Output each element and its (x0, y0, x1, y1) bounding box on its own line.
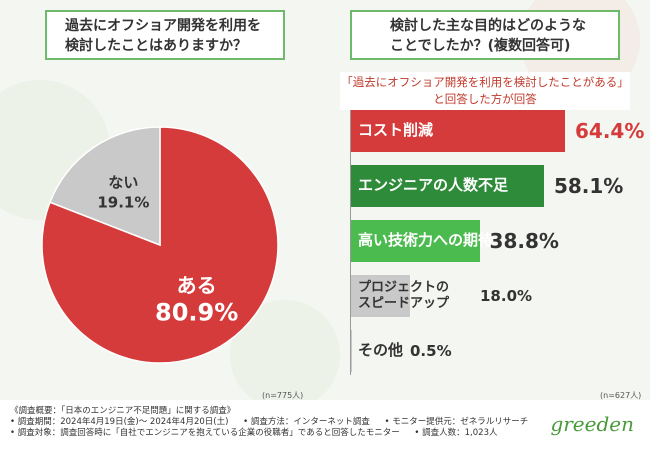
bar (350, 165, 544, 207)
right-question-line: 検討した主な目的はどのような (390, 18, 586, 34)
footer-row: • 調査期間：2024年4月19日(金)～ 2024年4月20日(土) • 調査… (10, 417, 650, 428)
footer-provider: • モニター提供元：ゼネラルリサーチ (384, 417, 529, 427)
right-question-line: ことでしたか？(複数回答可) (390, 38, 571, 54)
greeden-logo: greeden (550, 412, 634, 436)
footer-method: • 調査方法：インターネット調査 (243, 417, 370, 427)
left-question-box: 過去にオフショア開発を利用を 検討したことはありますか？ (45, 10, 285, 60)
pie-value-label: 19.1% (97, 193, 149, 211)
bar-value-label: 0.5% (410, 342, 452, 360)
bar-category-label: 高い技術力への期待 (358, 231, 494, 249)
pie-value-label: 80.9% (155, 299, 238, 327)
right-subtitle-line: と回答した方が回答 (433, 92, 537, 106)
bar-category-label: その他 (358, 341, 404, 359)
bar (350, 220, 480, 262)
bar-category-label: エンジニアの人数不足 (358, 176, 509, 194)
bar-category-label: コスト削減 (358, 121, 434, 139)
right-question-box: 検討した主な目的はどのような ことでしたか？(複数回答可) (350, 10, 620, 60)
right-subtitle-line: 「過去にオフショア開発を利用を検討したことがある」 (341, 75, 629, 89)
footer-count: • 調査人数：1,023人 (414, 428, 498, 438)
bar (350, 110, 565, 152)
left-question-line: 検討したことはありますか？ (65, 38, 247, 54)
right-sample-size: (n=627人) (600, 391, 642, 400)
bar-axis (350, 110, 351, 375)
bar-value-label: 58.1% (553, 174, 624, 198)
footer-row: • 調査対象：調査回答時に「自社でエンジニアを抱えている企業の役職者」であると回… (10, 428, 650, 439)
bar-value-label: 64.4% (575, 119, 645, 143)
pie-category-label: ある (177, 274, 217, 298)
bar (350, 275, 411, 317)
footer-target: • 調査対象：調査回答時に「自社でエンジニアを抱えている企業の役職者」であると回… (10, 428, 400, 438)
bar-value-label: 18.0% (480, 287, 533, 305)
survey-footer: 《調査概要：「日本のエンジニア不足問題」に関する調査》 • 調査期間：2024年… (0, 400, 650, 450)
left-sample-size: (n=775人) (262, 391, 304, 400)
footer-period: • 調査期間：2024年4月19日(金)～ 2024年4月20日(土) (10, 417, 229, 427)
right-subtitle: 「過去にオフショア開発を利用を検討したことがある」 と回答した方が回答 (340, 72, 630, 110)
left-question-line: 過去にオフショア開発を利用を (65, 18, 261, 34)
background-flower (0, 80, 110, 220)
bar-category-label: プロジェクトの スピードアップ (358, 280, 450, 311)
bar-value-label: 38.8% (489, 229, 559, 253)
footer-heading: 《調査概要：「日本のエンジニア不足問題」に関する調査》 (10, 406, 236, 416)
pie-category-label: ない (108, 173, 138, 191)
